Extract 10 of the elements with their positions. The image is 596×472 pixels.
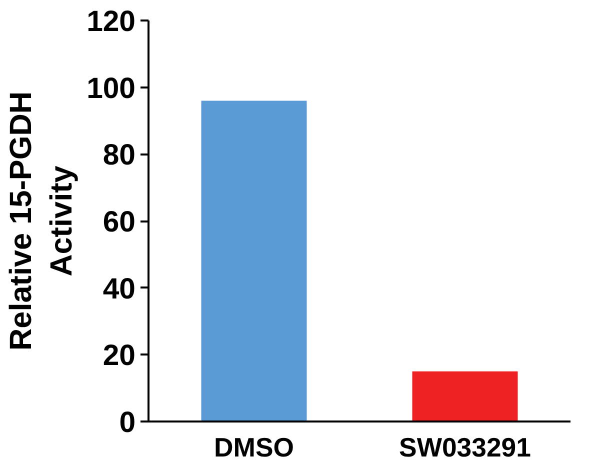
x-tick-label: SW033291 — [399, 432, 532, 462]
y-axis-title: Relative 15-PGDH Activity — [4, 92, 79, 350]
y-tick-label: 20 — [102, 339, 136, 372]
y-tick-label: 120 — [86, 5, 136, 38]
y-tick-label: 0 — [119, 406, 136, 439]
y-tick-label: 40 — [102, 272, 136, 306]
y-tick-label: 80 — [102, 138, 136, 172]
x-tick-label: DMSO — [214, 432, 294, 462]
y-tick-label: 100 — [86, 72, 136, 105]
y-tick-label: 60 — [102, 206, 136, 238]
